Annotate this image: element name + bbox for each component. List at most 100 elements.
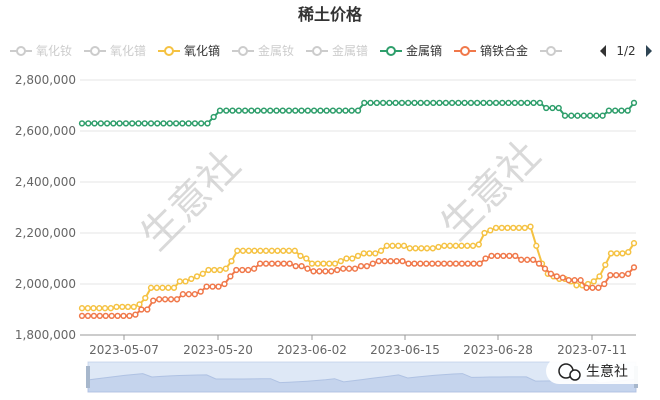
data-point[interactable] (90, 305, 97, 312)
data-point[interactable] (153, 284, 160, 291)
data-point[interactable] (411, 99, 418, 107)
data-point[interactable] (429, 245, 436, 252)
data-point[interactable] (498, 224, 505, 232)
data-point[interactable] (476, 260, 483, 267)
data-point[interactable] (541, 265, 549, 272)
data-point[interactable] (91, 120, 98, 127)
data-point[interactable] (222, 265, 229, 272)
data-point[interactable] (210, 113, 217, 121)
data-point[interactable] (612, 107, 619, 114)
data-point[interactable] (435, 243, 442, 251)
data-point[interactable] (165, 284, 172, 291)
data-point[interactable] (326, 260, 333, 267)
data-point[interactable] (486, 99, 493, 107)
data-point[interactable] (605, 107, 613, 114)
data-point[interactable] (452, 242, 459, 249)
data-point[interactable] (191, 120, 199, 127)
data-point[interactable] (492, 99, 500, 107)
data-point[interactable] (304, 107, 311, 114)
data-point[interactable] (434, 260, 442, 267)
data-point[interactable] (500, 252, 507, 260)
data-point[interactable] (209, 283, 216, 290)
data-point[interactable] (96, 312, 103, 320)
data-point[interactable] (464, 242, 471, 249)
data-point[interactable] (505, 99, 512, 107)
data-point[interactable] (372, 250, 379, 257)
data-point[interactable] (84, 305, 91, 312)
data-point[interactable] (601, 280, 608, 288)
legend-item[interactable]: 氧化镨 (84, 43, 146, 58)
data-point[interactable] (221, 280, 228, 288)
data-point[interactable] (132, 311, 139, 318)
data-point[interactable] (400, 242, 408, 249)
data-point[interactable] (366, 250, 373, 257)
data-point[interactable] (159, 284, 166, 291)
data-point[interactable] (304, 265, 311, 272)
legend-item[interactable]: 金属钕 (232, 43, 294, 58)
data-point[interactable] (223, 107, 230, 114)
data-point[interactable] (142, 294, 149, 302)
data-point[interactable] (345, 265, 353, 272)
data-point[interactable] (515, 224, 523, 232)
data-point[interactable] (436, 99, 443, 107)
data-point[interactable] (101, 305, 109, 312)
data-point[interactable] (589, 284, 596, 291)
data-point[interactable] (596, 273, 603, 280)
data-point[interactable] (144, 306, 151, 313)
data-point[interactable] (166, 120, 173, 127)
data-point[interactable] (412, 245, 419, 252)
data-point[interactable] (624, 107, 631, 114)
data-point[interactable] (586, 112, 594, 119)
data-point[interactable] (199, 270, 206, 277)
data-point[interactable] (241, 107, 249, 114)
data-point[interactable] (480, 99, 487, 107)
data-point[interactable] (524, 99, 531, 107)
data-point[interactable] (561, 112, 569, 119)
data-point[interactable] (527, 223, 534, 230)
data-point[interactable] (239, 247, 247, 254)
data-point[interactable] (555, 104, 562, 112)
data-point[interactable] (280, 260, 287, 267)
data-point[interactable] (274, 260, 282, 267)
data-point[interactable] (553, 273, 560, 280)
legend-item[interactable]: 氧化钕 (10, 43, 72, 58)
legend[interactable]: 氧化钕 氧化镨 氧化镝 金属钕 金属镨 金属镝 镝铁合金 1/2 (10, 43, 652, 58)
data-point[interactable] (331, 260, 339, 267)
data-point[interactable] (124, 303, 132, 311)
data-point[interactable] (235, 107, 242, 114)
data-point[interactable] (418, 245, 425, 252)
data-point[interactable] (203, 283, 210, 290)
data-point[interactable] (298, 262, 305, 270)
data-point[interactable] (602, 261, 609, 269)
page-prev-icon[interactable] (600, 45, 606, 57)
data-point[interactable] (441, 242, 448, 249)
data-point[interactable] (470, 260, 477, 267)
data-point[interactable] (343, 255, 350, 262)
data-point[interactable] (147, 120, 155, 127)
data-point[interactable] (518, 256, 525, 263)
data-point[interactable] (172, 120, 180, 127)
data-point[interactable] (488, 252, 495, 260)
data-point[interactable] (461, 99, 468, 107)
data-point[interactable] (521, 224, 528, 232)
data-point[interactable] (322, 268, 329, 275)
data-point[interactable] (336, 107, 343, 114)
data-point[interactable] (234, 247, 241, 254)
data-point[interactable] (363, 262, 371, 270)
data-point[interactable] (78, 305, 86, 312)
data-point[interactable] (630, 264, 638, 271)
data-point[interactable] (182, 278, 189, 285)
data-point[interactable] (262, 260, 270, 267)
data-point[interactable] (167, 296, 175, 303)
data-point[interactable] (595, 284, 602, 291)
data-point[interactable] (102, 312, 109, 320)
data-point[interactable] (504, 224, 511, 232)
data-point[interactable] (452, 260, 460, 267)
data-point[interactable] (547, 270, 555, 277)
data-point[interactable] (492, 224, 500, 232)
data-point[interactable] (273, 107, 280, 114)
data-point[interactable] (340, 265, 347, 272)
data-point[interactable] (262, 247, 270, 254)
data-point[interactable] (533, 242, 540, 249)
data-point[interactable] (499, 99, 506, 107)
